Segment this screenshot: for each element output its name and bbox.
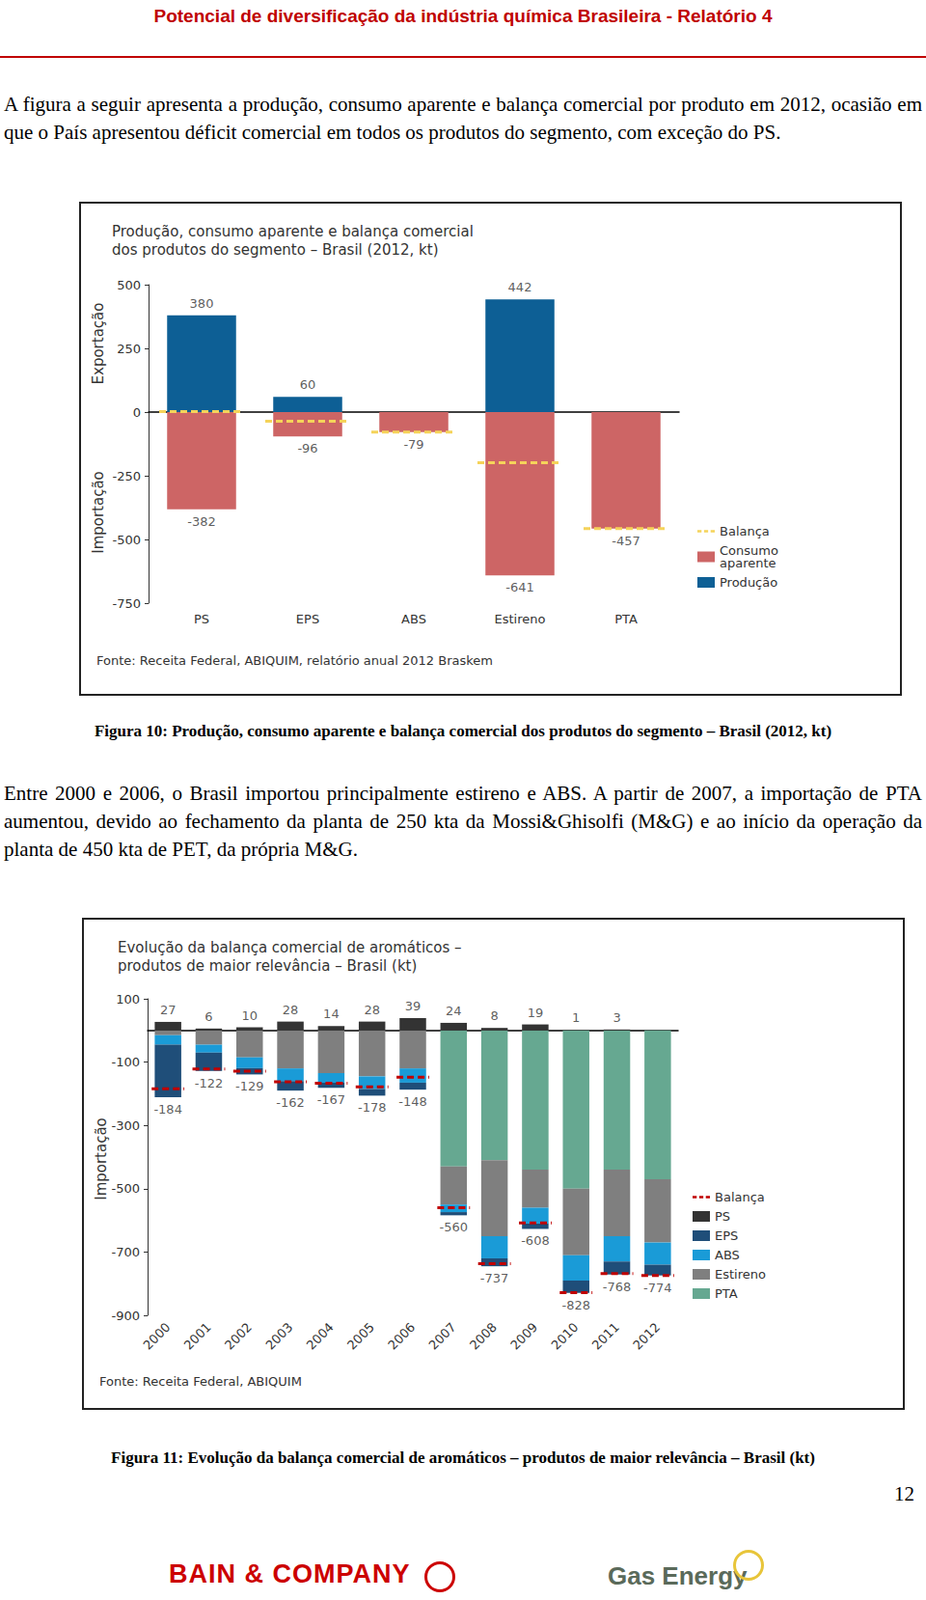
svg-text:-641: -641 <box>505 579 535 595</box>
svg-text:6: 6 <box>204 1008 213 1024</box>
svg-text:2012: 2012 <box>629 1319 663 1353</box>
svg-text:ABS: ABS <box>714 1247 740 1262</box>
svg-text:Estireno: Estireno <box>494 611 546 627</box>
svg-text:-300: -300 <box>110 1117 140 1133</box>
svg-text:-500: -500 <box>111 532 141 547</box>
svg-text:2002: 2002 <box>221 1319 255 1353</box>
svg-text:-122: -122 <box>194 1075 224 1090</box>
svg-text:-900: -900 <box>110 1307 140 1323</box>
svg-text:500: 500 <box>116 277 141 293</box>
svg-text:Balança: Balança <box>719 523 770 539</box>
svg-text:-129: -129 <box>235 1078 265 1093</box>
html-text:Figura 11: Evolução da balança: Figura 11: Evolução da balança comercial… <box>111 1447 815 1467</box>
svg-text:-162: -162 <box>275 1094 305 1110</box>
svg-text:0: 0 <box>133 405 141 420</box>
svg-text:Produção, consumo aparente e b: Produção, consumo aparente e balança com… <box>111 222 479 241</box>
svg-text:-457: -457 <box>611 533 641 548</box>
svg-text:3: 3 <box>612 1009 621 1025</box>
svg-text:-167: -167 <box>317 1091 347 1107</box>
svg-text:-750: -750 <box>111 596 141 611</box>
svg-text:2011: 2011 <box>589 1319 623 1353</box>
svg-text:2009: 2009 <box>507 1319 541 1353</box>
svg-text:-608: -608 <box>520 1232 550 1248</box>
svg-text:2004: 2004 <box>303 1319 337 1353</box>
svg-text:-700: -700 <box>110 1244 140 1259</box>
svg-text:-96: -96 <box>297 440 318 456</box>
svg-text:-737: -737 <box>480 1270 510 1285</box>
svg-text:24: 24 <box>445 1003 463 1018</box>
svg-text:Exportação: Exportação <box>89 302 108 385</box>
svg-text:2005: 2005 <box>344 1319 378 1353</box>
html-text:Gas Energy: Gas Energy <box>607 1560 748 1590</box>
svg-text:PS: PS <box>714 1208 731 1224</box>
svg-text:-500: -500 <box>110 1180 140 1196</box>
svg-text:Evolução da balança comercial: Evolução da balança comercial de aromáti… <box>117 938 466 956</box>
svg-text:PTA: PTA <box>614 611 638 627</box>
svg-text:100: 100 <box>115 991 140 1007</box>
svg-text:60: 60 <box>299 377 317 392</box>
svg-text:2000: 2000 <box>139 1319 173 1353</box>
svg-text:EPS: EPS <box>714 1227 738 1243</box>
html-text:BAIN & COMPANY: BAIN & COMPANY <box>168 1558 411 1588</box>
svg-text:2007: 2007 <box>426 1319 460 1353</box>
svg-text:-828: -828 <box>561 1297 591 1312</box>
svg-text:ABS: ABS <box>401 611 427 627</box>
svg-text:Consumo: Consumo <box>719 543 783 558</box>
svg-text:-382: -382 <box>187 514 217 529</box>
svg-text:2010: 2010 <box>548 1319 582 1353</box>
svg-text:Importação: Importação <box>92 1116 110 1200</box>
svg-text:2001: 2001 <box>181 1319 215 1353</box>
svg-text:dos produtos do segmento – Bra: dos produtos do segmento – Brasil (2012,… <box>111 241 439 259</box>
svg-text:250: 250 <box>116 341 141 356</box>
svg-text:1: 1 <box>571 1009 580 1025</box>
svg-text:-184: -184 <box>153 1101 183 1117</box>
svg-text:-560: -560 <box>439 1219 469 1234</box>
svg-text:-768: -768 <box>602 1279 632 1294</box>
svg-text:-100: -100 <box>110 1054 140 1069</box>
svg-text:aparente: aparente <box>719 555 777 571</box>
html-text:A figura a seguir apresenta a: A figura a seguir apresenta a produção, … <box>3 92 923 144</box>
html-text:12: 12 <box>894 1481 915 1505</box>
svg-text:2006: 2006 <box>384 1319 418 1353</box>
svg-text:10: 10 <box>241 1007 258 1023</box>
svg-text:Fonte: Receita Federal, ABIQUI: Fonte: Receita Federal, ABIQUIM, relatór… <box>96 653 493 668</box>
svg-text:-79: -79 <box>403 436 424 452</box>
svg-text:Balança: Balança <box>714 1189 765 1204</box>
html-text:Entre 2000 e 2006, o Brasil im: Entre 2000 e 2006, o Brasil importou pri… <box>3 781 923 861</box>
svg-text:28: 28 <box>363 1002 381 1017</box>
svg-text:Importação: Importação <box>89 470 108 554</box>
html-text:Potencial de diversificação da: Potencial de diversificação da indústria… <box>153 5 773 27</box>
svg-text:EPS: EPS <box>296 611 320 627</box>
svg-text:PS: PS <box>193 611 210 627</box>
svg-text:2008: 2008 <box>466 1319 500 1353</box>
svg-text:39: 39 <box>405 998 422 1013</box>
svg-text:2003: 2003 <box>262 1319 296 1353</box>
svg-text:28: 28 <box>282 1002 300 1017</box>
svg-text:14: 14 <box>323 1006 340 1021</box>
html-text:Figura 10: Produção, consumo a: Figura 10: Produção, consumo aparente e … <box>94 721 832 740</box>
svg-text:8: 8 <box>490 1007 498 1023</box>
svg-text:27: 27 <box>160 1002 177 1017</box>
svg-text:Fonte: Receita Federal, ABIQUI: Fonte: Receita Federal, ABIQUIM <box>99 1373 302 1389</box>
svg-text:produtos de maior relevância –: produtos de maior relevância – Brasil (k… <box>117 956 417 975</box>
svg-text:380: 380 <box>190 296 215 311</box>
svg-text:-774: -774 <box>643 1280 673 1295</box>
svg-text:-148: -148 <box>398 1093 428 1109</box>
svg-text:PTA: PTA <box>714 1285 738 1301</box>
svg-text:Estireno: Estireno <box>714 1266 766 1281</box>
svg-text:-178: -178 <box>357 1099 387 1115</box>
svg-text:-250: -250 <box>111 468 141 484</box>
svg-text:442: 442 <box>508 279 533 295</box>
svg-text:19: 19 <box>527 1005 545 1020</box>
svg-text:Produção: Produção <box>719 574 778 590</box>
